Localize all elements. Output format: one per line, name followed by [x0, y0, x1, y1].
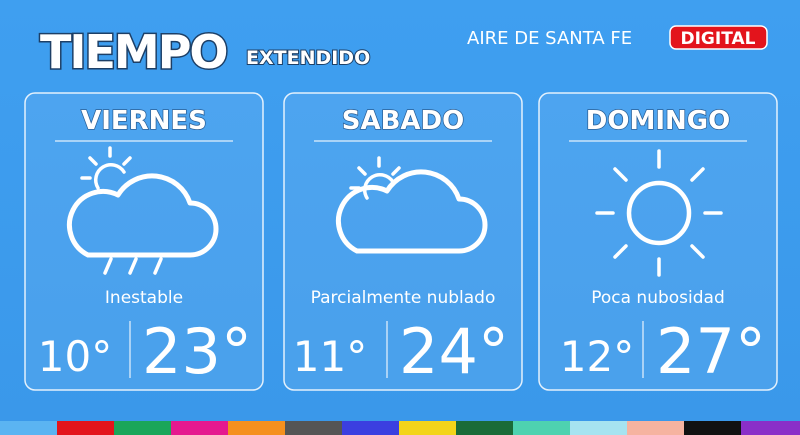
max-temp: 27° — [656, 315, 766, 388]
color-strip — [0, 421, 800, 435]
day-name: DOMINGO — [586, 106, 730, 136]
condition: Poca nubosidad — [591, 288, 725, 308]
rain-icon — [103, 257, 163, 275]
min-temp: 12° — [560, 332, 634, 381]
title: TIEMPO — [40, 25, 227, 79]
day-name: VIERNES — [81, 106, 207, 136]
day-card: VIERNES Inestable 10° 23° — [24, 92, 264, 391]
day-name: SABADO — [342, 106, 464, 136]
max-temp: 23° — [142, 315, 252, 388]
badge: DIGITAL — [681, 29, 756, 49]
max-temp: 24° — [399, 315, 509, 388]
day-card: DOMINGO Poca nubosidad 12° 27° — [538, 92, 778, 391]
card-frame — [24, 92, 264, 391]
brand: AIRE DE SANTA FE — [467, 28, 632, 49]
condition: Inestable — [105, 288, 183, 308]
sun-icon — [80, 146, 132, 190]
card-frame — [283, 92, 523, 391]
min-temp: 11° — [293, 332, 367, 381]
min-temp: 10° — [38, 332, 112, 381]
day-card: SABADO Parcialmente nublado 11° 24° — [283, 92, 523, 391]
condition: Parcialmente nublado — [311, 288, 496, 308]
subtitle: EXTENDIDO — [246, 47, 370, 69]
badge-bg — [669, 25, 768, 50]
sun-icon — [349, 156, 401, 200]
sun-icon — [595, 149, 723, 277]
